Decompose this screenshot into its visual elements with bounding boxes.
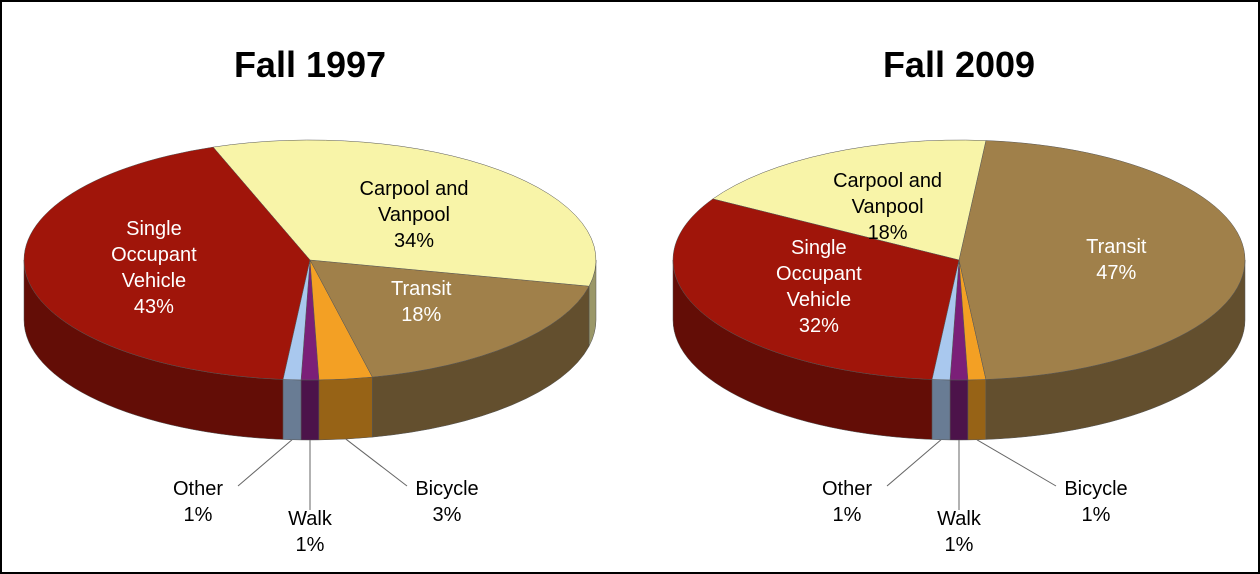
value-label: 18% <box>401 304 442 327</box>
value-label: 3% <box>432 504 462 526</box>
slice-label: Bicycle 3% <box>385 476 510 528</box>
slice-label: Walk 1% <box>897 506 1022 558</box>
category-label: Transit <box>391 278 452 301</box>
value-label: 34% <box>394 229 435 252</box>
leader-line <box>345 438 408 487</box>
slice <box>212 139 597 347</box>
slice-top <box>712 139 987 261</box>
slice <box>958 140 1246 440</box>
value-label: 1% <box>832 504 862 526</box>
value-label: 32% <box>798 315 839 338</box>
slice-top <box>672 198 960 380</box>
value-label: 18% <box>867 221 908 244</box>
slice <box>931 259 960 441</box>
leader-line <box>886 439 942 487</box>
value-label: 1% <box>295 534 325 556</box>
category-label: Bicycle <box>415 478 479 500</box>
slice-top <box>309 259 590 378</box>
slice-label: Carpool and Vanpool 34% <box>352 176 477 254</box>
slice <box>712 139 987 261</box>
category-label: Other <box>821 478 873 500</box>
slice-top <box>931 259 960 381</box>
slice <box>949 259 969 441</box>
value-label: 1% <box>183 504 213 526</box>
category-label: Carpool and Vanpool <box>833 169 943 218</box>
slice-top <box>282 259 311 381</box>
slice-label: Carpool and Vanpool 18% <box>825 168 950 246</box>
slice-side <box>282 379 302 441</box>
category-label: Other <box>172 478 224 500</box>
slice <box>309 259 373 441</box>
leader-line <box>237 439 293 487</box>
slice-side <box>949 379 969 441</box>
value-label: 47% <box>1096 262 1137 284</box>
category-label: Walk <box>288 508 332 530</box>
category-label: Single Occupant Vehicle <box>111 217 197 292</box>
chart-title: Fall 2009 <box>882 44 1036 85</box>
category-label: Transit <box>1086 236 1147 258</box>
value-label: 43% <box>133 295 174 318</box>
value-label: 1% <box>1081 504 1111 526</box>
slice <box>672 198 960 440</box>
slice-top <box>23 146 311 380</box>
chart-title: Fall 1997 <box>233 44 387 85</box>
slice-top <box>212 139 597 287</box>
slice <box>309 259 590 438</box>
slice-label: Walk 1% <box>248 506 373 558</box>
slice-side <box>931 379 951 441</box>
value-label: 1% <box>944 534 974 556</box>
category-label: Bicycle <box>1064 478 1128 500</box>
slice-label: Other 1% <box>785 476 910 528</box>
leader-line <box>976 439 1057 487</box>
category-label: Single Occupant Vehicle <box>776 237 862 312</box>
slice-top <box>958 140 1246 380</box>
slice-label: Transit 47% <box>1054 234 1179 286</box>
slice-label: Bicycle 1% <box>1034 476 1159 528</box>
slice-label: Transit 18% <box>359 276 484 328</box>
slice-side <box>967 379 987 441</box>
slice-side <box>300 379 320 441</box>
slice-label: Single Occupant Vehicle 32% <box>756 235 881 339</box>
category-label: Carpool and Vanpool <box>359 177 469 226</box>
slice-label: Other 1% <box>136 476 261 528</box>
slice-side <box>318 376 373 441</box>
category-label: Walk <box>937 508 981 530</box>
slice <box>23 146 311 440</box>
slice <box>282 259 311 441</box>
slice-label: Single Occupant Vehicle 43% <box>91 216 216 320</box>
